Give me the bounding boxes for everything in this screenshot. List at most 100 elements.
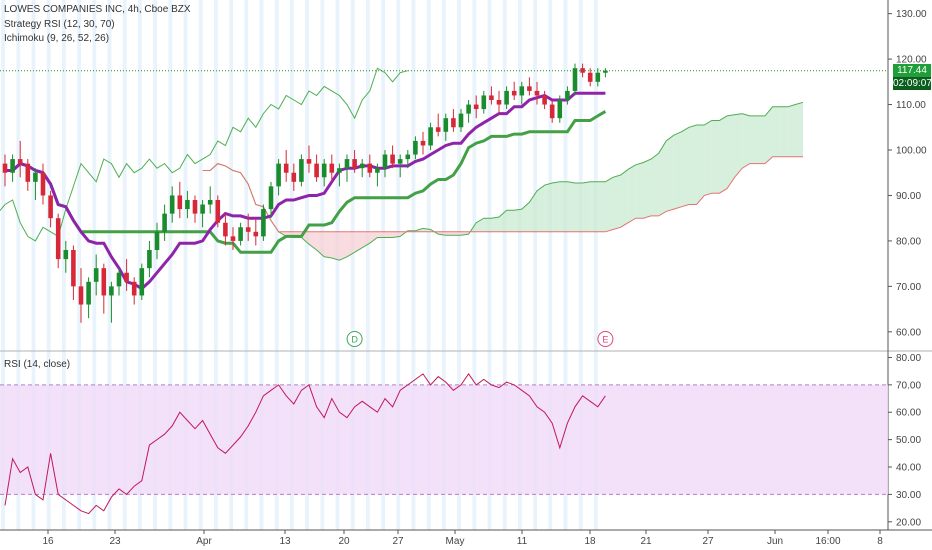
time-axis-tick-label: May [446,536,465,547]
cloud-segment [696,125,705,205]
session-stripe [46,0,51,530]
session-stripe [594,0,598,530]
candle-body [55,218,61,260]
candle-body [109,286,114,296]
candle-body [413,140,418,155]
cloud-segment [787,104,796,157]
candle-body [511,90,517,96]
session-stripe [62,0,66,530]
candle-body [162,213,167,232]
session-stripe [442,0,446,530]
cloud-segment [605,177,613,232]
cloud-segment [765,106,773,164]
candle-body [504,90,509,105]
cloud-segment [331,231,340,261]
candle-body [40,172,46,196]
rsi-axis-tick-label: 40.00 [896,463,921,474]
candle-body [200,204,205,214]
rsi-axis-tick-label: 50.00 [896,435,921,446]
candle-body [314,163,319,178]
price-axis: 60.00 70.00 80.00 90.00 100.00 110.00 120.00 13… [888,9,927,338]
session-stripe [426,0,431,530]
cloud-segment [392,231,401,238]
cloud-segment [613,175,621,230]
candle-body [595,72,601,82]
session-stripe [168,0,173,530]
candle-body [367,163,373,173]
session-stripe [244,0,249,530]
cloud-segment [673,131,682,210]
cloud-segment [423,228,431,232]
session-stripe [138,0,142,530]
session-stripe [350,0,355,530]
session-stripe [183,0,188,530]
session-stripe [1,0,5,530]
candle-body [116,272,122,287]
time-axis-tick-label: 18 [584,536,596,547]
session-stripe [259,0,264,530]
price-axis-tick-label: 130.00 [896,9,927,20]
price-axis-tick-label: 120.00 [896,55,927,66]
candle-body [534,90,540,96]
candle-body [473,104,479,110]
cloud-segment [552,181,560,232]
cloud-segment [757,115,765,164]
candle-body [223,222,228,237]
candle-body [527,86,532,91]
cloud-segment [559,181,568,232]
senkou-span-a-line [202,101,804,261]
session-stripe [274,0,279,530]
event-marker-circle [597,331,614,347]
candle-body [124,272,129,282]
rsi-axis-tick-label: 60.00 [896,408,921,419]
session-stripe [578,0,583,530]
candle-body [390,154,395,164]
time-axis-tick-label: 27 [392,536,404,547]
cloud-segment [643,159,651,219]
cloud-segment [742,113,750,169]
cloud-segment [476,218,484,232]
cloud-segment [347,231,355,257]
session-stripe [487,0,492,530]
session-stripe [335,0,340,530]
price-axis-tick-label: 80.00 [896,236,921,247]
event-marker: E [597,331,614,347]
time-axis-tick-label: 16 [42,536,54,547]
time-axis: 16 23 Apr 13 20 27 May 11 18 21 27 Jun 16:00 8 [42,530,883,547]
cloud-segment [483,218,492,232]
cloud-segment [635,162,644,219]
candle-body [215,200,221,223]
candle-body [572,68,578,91]
session-stripe [366,0,370,530]
candle-body [78,286,84,305]
cloud-segment [354,231,363,253]
candle-body [63,250,69,260]
candle-body [276,163,281,187]
candle-body [291,172,297,182]
candle-body [557,100,563,119]
last-price-tag: 117.44 [893,64,931,78]
cloud-segment [324,231,332,258]
cloud-segment [567,181,575,232]
cloud-segment [795,102,803,157]
candle-body [489,95,494,100]
candle-body [458,113,464,128]
candle-body [253,231,259,237]
bar-countdown-tag: 02:09:07 [893,77,932,91]
candle-body [169,195,175,214]
candle-body [299,159,304,182]
candle-body [587,72,593,82]
event-marker: D [346,331,363,347]
cloud-segment [369,231,378,244]
candle-body [565,90,570,100]
candle-body [359,163,365,169]
legend-strategy: Strategy RSI (12, 30, 70) [4,19,115,30]
candle-body [139,268,145,296]
price-axis-tick-label: 100.00 [896,146,927,157]
legend-symbol: LOWES COMPANIES INC, 4h, Cboe BZX [4,4,191,15]
cloud-segment [780,106,788,157]
time-axis-tick-label: 23 [109,536,121,547]
candle-body [25,163,31,182]
